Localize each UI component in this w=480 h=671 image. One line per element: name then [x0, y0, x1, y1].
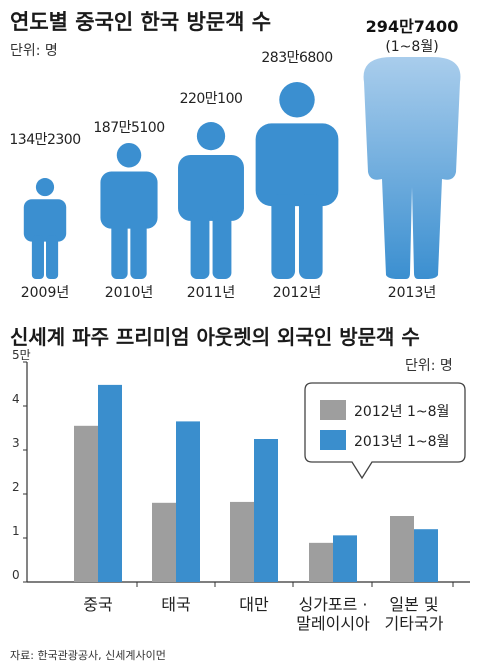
legend-swatch — [320, 430, 346, 450]
y-tick-label: 3 — [12, 436, 20, 450]
figure-leg-left — [111, 220, 128, 279]
figure-year-label: 2012년 — [273, 285, 322, 301]
figure-torso — [255, 123, 339, 207]
visitor-figure-2009년: 2009년 134만2300 — [9, 132, 81, 301]
figure-year-label: 2009년 — [21, 285, 70, 301]
bar-2012 — [309, 542, 333, 582]
figure-head — [196, 122, 226, 151]
visitor-figures: 2009년134만23002010년187만51002011년220만10020… — [9, 17, 461, 301]
chart-title-visitors: 연도별 중국인 한국 방문객 수 — [10, 10, 272, 34]
visitor-figure-2012년: 2012년 283만6800 — [255, 50, 339, 301]
bar-2013 — [254, 439, 278, 582]
figure-torso — [23, 199, 67, 242]
legend-label: 2012년 1~8월 — [354, 404, 449, 420]
figure-head — [35, 178, 55, 197]
y-tick-label: 5만 — [12, 348, 31, 362]
figure-year-label: 2013년 — [388, 285, 437, 301]
category-label: 말레이시아 — [296, 614, 370, 633]
source-note: 자료: 한국관광공사, 신세계사이먼 — [10, 649, 166, 662]
bar-2012 — [230, 501, 254, 582]
category-label: 대만 — [239, 595, 269, 614]
legend-label: 2013년 1~8월 — [354, 434, 449, 450]
chart-title-outlet: 신세계 파주 프리미엄 아웃렛의 외국인 방문객 수 — [10, 325, 420, 349]
figure-head — [279, 82, 315, 118]
visitor-figure-2010년: 2010년 187만5100 — [93, 120, 165, 301]
figure-leg-right — [212, 211, 232, 279]
figure-torso — [178, 154, 244, 221]
figure-head — [116, 143, 142, 168]
figure-leg-left — [190, 211, 210, 279]
figure-value-label: 134만2300 — [9, 132, 80, 148]
category-label: 중국 — [83, 595, 112, 614]
bar-2012 — [152, 502, 176, 582]
category-label: 싱가포르 · — [298, 595, 367, 614]
unit-label-bottom: 단위: 명 — [405, 358, 453, 374]
visitor-figure-2013년: 2013년 294만7400 (1~8월) — [363, 17, 461, 301]
y-tick-label: 2 — [12, 480, 20, 494]
figure-value-label: 187만5100 — [93, 120, 164, 136]
legend: 2012년 1~8월 2013년 1~8월 — [304, 382, 466, 480]
figure-note-label: (1~8월) — [385, 39, 438, 55]
figure-value-label: 220만100 — [180, 91, 243, 107]
figure-leg-right — [46, 235, 59, 279]
figure-year-label: 2011년 — [187, 285, 236, 301]
legend-swatch — [320, 400, 346, 420]
category-label: 태국 — [161, 595, 190, 614]
bar-2013 — [176, 421, 200, 582]
category-label: 일본 및 — [389, 595, 438, 614]
y-tick-label: 0 — [12, 568, 20, 582]
figure-torso — [100, 171, 158, 229]
bar-2012 — [390, 516, 414, 582]
bar-2013 — [414, 529, 438, 582]
figure-leg-left — [31, 235, 44, 279]
figure-year-label: 2010년 — [105, 285, 154, 301]
bar-2012 — [74, 425, 98, 582]
y-tick-label: 4 — [12, 392, 20, 406]
bar-2013 — [333, 535, 357, 582]
y-tick-label: 1 — [12, 524, 20, 538]
figure-silhouette-faded — [363, 57, 461, 279]
figure-leg-right — [298, 194, 323, 279]
bar-2013 — [98, 384, 122, 582]
figure-leg-left — [271, 194, 296, 279]
figure-value-label: 283만6800 — [261, 50, 332, 66]
figure-value-label: 294만7400 — [366, 17, 459, 36]
unit-label-top: 단위: 명 — [10, 43, 58, 59]
category-label: 기타국가 — [385, 614, 444, 633]
figure-leg-right — [130, 220, 147, 279]
visitor-figure-2011년: 2011년 220만100 — [178, 91, 244, 301]
